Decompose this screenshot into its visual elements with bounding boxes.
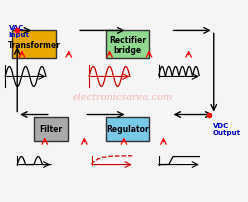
FancyBboxPatch shape — [12, 31, 56, 59]
Text: Transformer: Transformer — [7, 41, 61, 50]
FancyBboxPatch shape — [106, 117, 149, 141]
FancyBboxPatch shape — [106, 31, 149, 59]
Text: Filter: Filter — [39, 124, 62, 133]
Text: Rectifier
bridge: Rectifier bridge — [109, 36, 146, 55]
Text: VAC
Input: VAC Input — [9, 25, 30, 38]
Text: electronicsarea.com: electronicsarea.com — [73, 93, 173, 101]
Text: VDC
Output: VDC Output — [213, 122, 241, 135]
FancyBboxPatch shape — [34, 117, 67, 141]
Text: Regulator: Regulator — [106, 124, 149, 133]
